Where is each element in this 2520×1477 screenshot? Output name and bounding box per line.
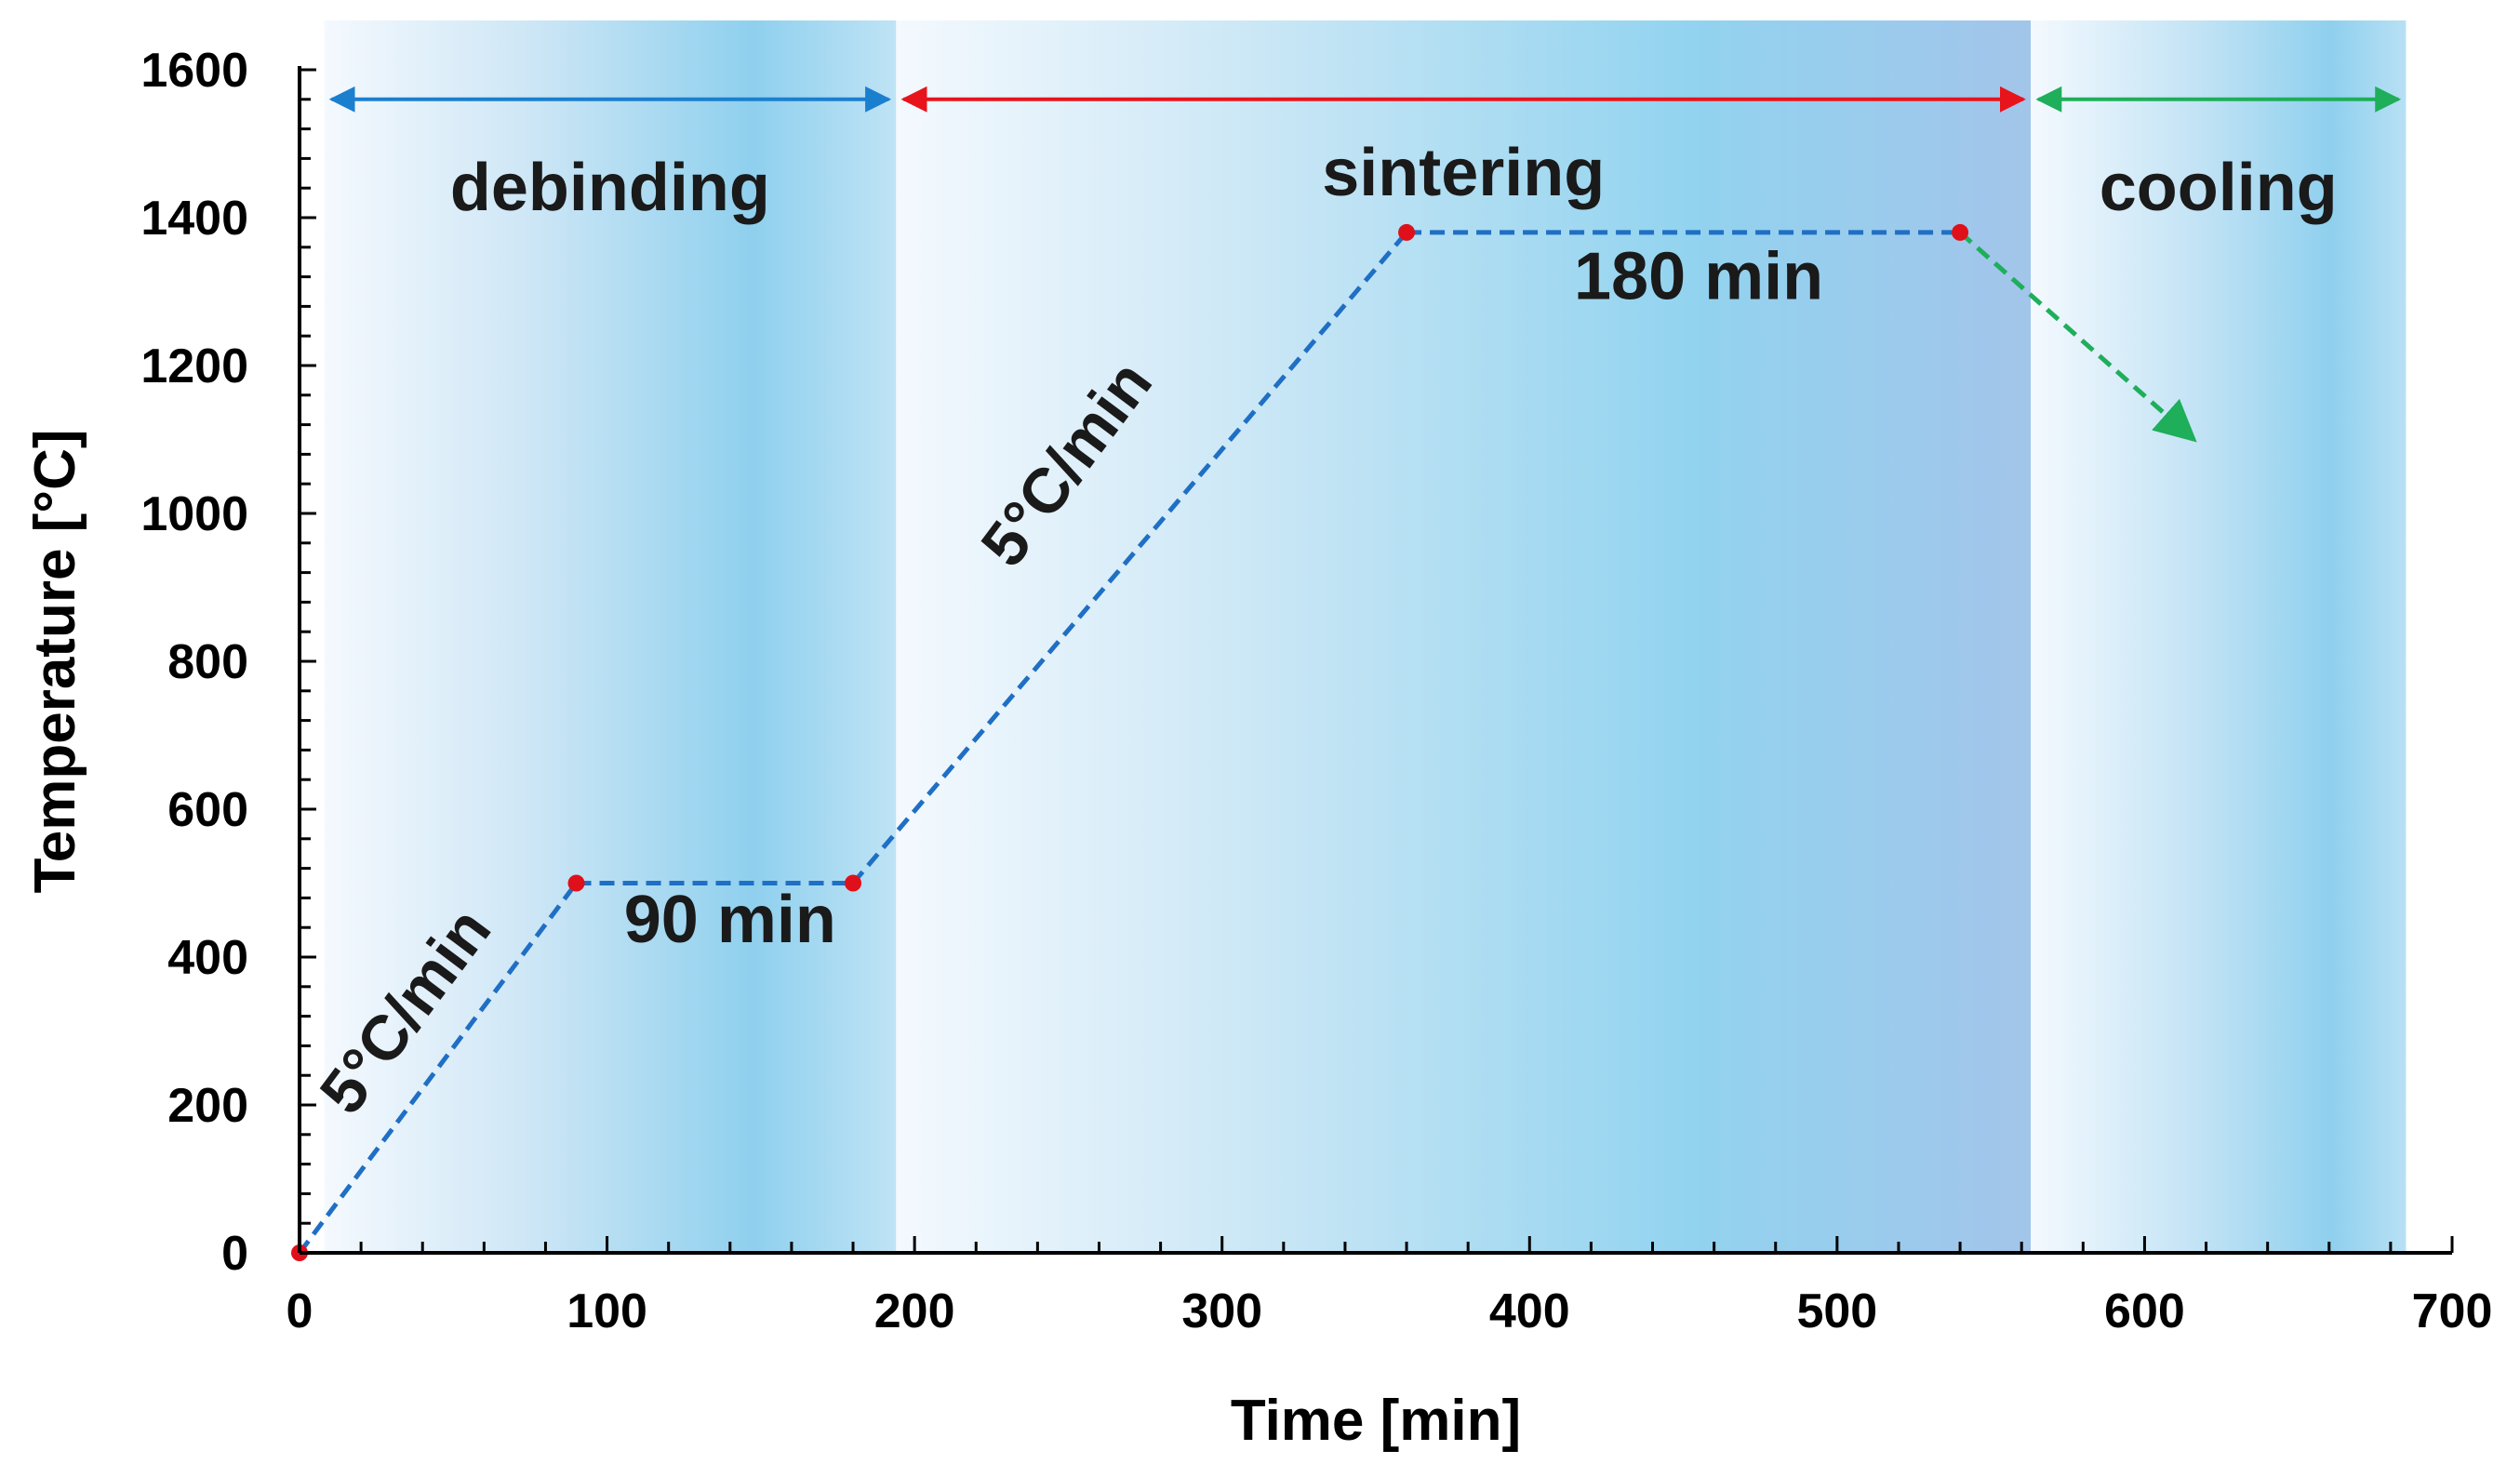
y-tick-label: 1400 [140, 192, 248, 246]
series-lines [297, 230, 2197, 1255]
x-tick-label: 0 [287, 1284, 313, 1338]
x-tick-label: 600 [2104, 1284, 2185, 1338]
phase-bands [324, 20, 2407, 1253]
series-0-segment-0 [297, 882, 579, 1255]
x-tick-label: 200 [874, 1284, 955, 1338]
duration-label-3: 180 min [1574, 239, 1823, 313]
x-tick-label: 400 [1489, 1284, 1570, 1338]
phase-label-sintering: sintering [1322, 136, 1605, 210]
series-1-segment-0 [1958, 231, 2197, 443]
x-tick-label: 500 [1796, 1284, 1877, 1338]
y-tick-label: 600 [167, 783, 248, 837]
x-axis-title: Time [min] [1231, 1389, 1521, 1453]
y-tick-label: 800 [167, 635, 248, 689]
phase-band-debinding [324, 20, 897, 1253]
phase-labels: debinding sintering cooling [450, 136, 2338, 225]
data-point-4 [1952, 223, 1969, 241]
series-0-segment-2 [851, 231, 1408, 885]
series-points [291, 223, 1969, 1261]
data-point-3 [1398, 223, 1416, 241]
y-tick-label: 1200 [140, 339, 248, 393]
y-ticks: 0 200 400 600 800 1000 1200 1400 1600 [140, 44, 316, 1281]
y-tick-label: 1000 [140, 487, 248, 541]
axes: 0 100 200 300 400 500 600 700 0 200 400 600 800 1000… [23, 44, 2492, 1453]
x-tick-label: 300 [1181, 1284, 1262, 1338]
y-tick-label: 400 [167, 931, 248, 985]
data-point-1 [567, 874, 585, 892]
x-tick-label: 100 [567, 1284, 647, 1338]
x-tick-label: 700 [2412, 1284, 2493, 1338]
y-tick-label: 200 [167, 1079, 248, 1133]
y-axis-title: Temperature [°C] [23, 429, 87, 893]
phase-label-debinding: debinding [450, 151, 770, 225]
phase-band-sintering [896, 20, 2032, 1253]
y-tick-label: 1600 [140, 44, 248, 98]
x-ticks: 0 100 200 300 400 500 600 700 [287, 1236, 2493, 1338]
y-tick-label: 0 [221, 1227, 248, 1281]
phase-label-cooling: cooling [2100, 151, 2338, 225]
duration-label-1: 90 min [624, 883, 836, 957]
data-point-2 [845, 874, 862, 892]
phase-band-cooling [2031, 20, 2407, 1253]
